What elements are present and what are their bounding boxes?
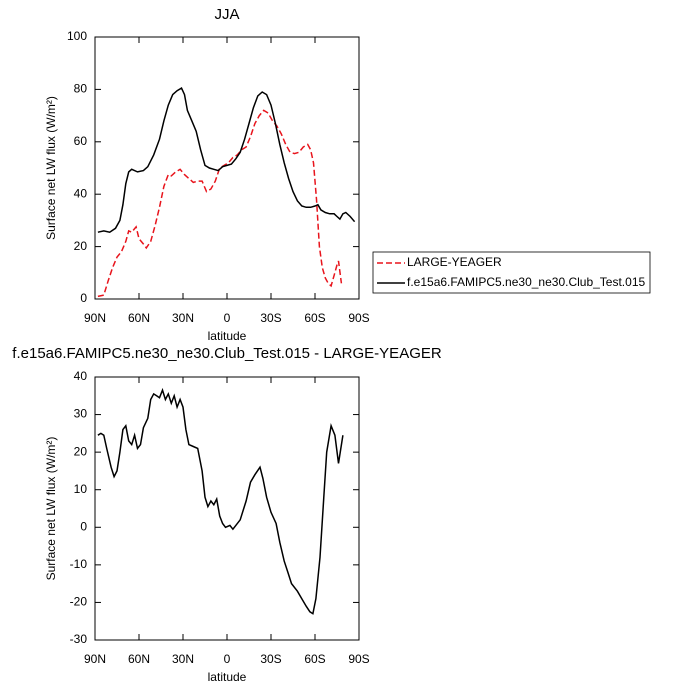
y-tick-label: 0	[80, 519, 87, 533]
x-tick-label: 90S	[348, 652, 369, 666]
y-tick-label: -20	[70, 595, 88, 609]
y-axis-label: Surface net LW flux (W/m²)	[44, 437, 58, 581]
chart-title: f.e15a6.FAMIPC5.ne30_ne30.Club_Test.015 …	[12, 345, 442, 362]
y-tick-label: 60	[74, 134, 88, 148]
y-tick-label: 10	[74, 482, 88, 496]
series-line	[97, 387, 344, 615]
x-tick-label: 90N	[84, 311, 106, 325]
x-tick-label: 60S	[304, 311, 325, 325]
chart-title: JJA	[214, 6, 239, 23]
legend-box	[372, 251, 651, 294]
y-tick-label: 80	[74, 82, 88, 96]
x-tick-label: 90N	[84, 652, 106, 666]
x-tick-label: 60N	[128, 311, 150, 325]
y-tick-label: 20	[74, 444, 88, 458]
y-tick-label: 40	[74, 186, 88, 200]
plot-frame	[94, 36, 360, 300]
y-tick-label: 20	[74, 239, 88, 253]
y-tick-label: 100	[67, 29, 87, 43]
series-line	[97, 87, 356, 234]
series-line	[97, 109, 343, 298]
x-tick-label: 60N	[128, 652, 150, 666]
x-tick-label: 0	[224, 311, 231, 325]
plot-frame	[94, 376, 360, 641]
x-tick-label: 30S	[260, 311, 281, 325]
x-tick-label: 90S	[348, 311, 369, 325]
legend-label: LARGE-YEAGER	[407, 255, 502, 269]
x-axis-label: latitude	[208, 670, 247, 684]
y-tick-label: 0	[80, 291, 87, 305]
x-tick-label: 0	[224, 652, 231, 666]
legend-label: f.e15a6.FAMIPC5.ne30_ne30.Club_Test.015	[407, 275, 645, 289]
x-tick-label: 60S	[304, 652, 325, 666]
y-tick-label: -10	[70, 557, 88, 571]
x-tick-label: 30N	[172, 311, 194, 325]
y-axis-label: Surface net LW flux (W/m²)	[44, 96, 58, 240]
x-axis-label: latitude	[208, 329, 247, 343]
y-tick-label: 30	[74, 407, 88, 421]
x-tick-label: 30N	[172, 652, 194, 666]
x-tick-label: 30S	[260, 652, 281, 666]
y-tick-label: -30	[70, 632, 88, 646]
y-tick-label: 40	[74, 369, 88, 383]
